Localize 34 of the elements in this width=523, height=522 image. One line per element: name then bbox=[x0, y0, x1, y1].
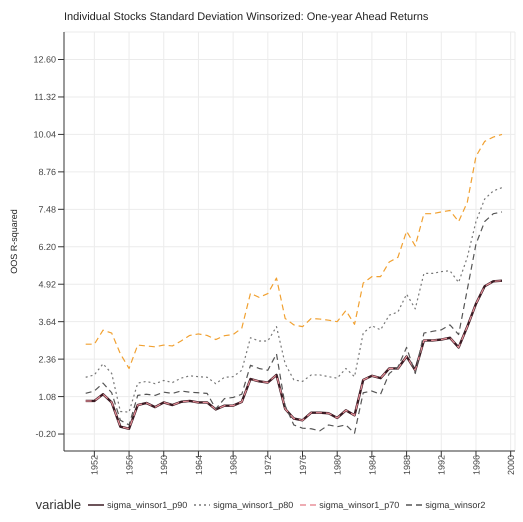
x-tick-label: 1996 bbox=[471, 455, 482, 476]
y-tick-label: 2.36 bbox=[38, 354, 56, 364]
line-series bbox=[85, 187, 503, 413]
y-tick-label: 10.04 bbox=[33, 130, 56, 140]
chart-title: Individual Stocks Standard Deviation Winsorized: One-year Ahead Returns bbox=[64, 10, 430, 25]
x-tick-label: 1968 bbox=[228, 455, 239, 476]
legend-label: sigma_winsor1_p80 bbox=[213, 500, 294, 510]
legend-label: sigma_winsor1_p90 bbox=[107, 500, 188, 510]
x-tick-label: 1976 bbox=[298, 455, 308, 476]
x-tick-label: 1952 bbox=[90, 455, 100, 476]
line-series bbox=[85, 134, 503, 370]
x-tick-label: 1956 bbox=[124, 455, 134, 476]
x-tick-label: 1992 bbox=[436, 455, 447, 476]
y-tick-label: 11.32 bbox=[34, 92, 56, 102]
y-axis-title: OOS R-squared bbox=[9, 209, 20, 274]
x-tick-label: 1964 bbox=[194, 455, 204, 476]
x-tick-label: 1980 bbox=[332, 455, 343, 476]
y-tick-label: 1.08 bbox=[38, 392, 56, 402]
y-tick-label: 8.76 bbox=[38, 167, 56, 178]
y-tick-label: 12.60 bbox=[33, 54, 56, 65]
line-series bbox=[85, 211, 503, 434]
y-tick-label: 4.92 bbox=[38, 279, 56, 290]
legend-label: sigma_winsor1_p70 bbox=[319, 500, 400, 510]
x-tick-label: 1988 bbox=[402, 455, 412, 476]
y-tick-label: 7.48 bbox=[38, 204, 56, 215]
x-tick-label: 1972 bbox=[263, 455, 274, 476]
y-tick-label: 3.64 bbox=[38, 316, 56, 327]
y-tick-label: 6.20 bbox=[38, 242, 56, 252]
x-tick-label: 1984 bbox=[367, 455, 378, 476]
legend-label: sigma_winsor2 bbox=[425, 500, 486, 510]
y-tick-label: -0.20 bbox=[35, 429, 56, 440]
x-tick-label: 2000 bbox=[506, 455, 516, 476]
legend-title: variable bbox=[36, 497, 82, 512]
x-tick-label: 1960 bbox=[159, 455, 170, 476]
